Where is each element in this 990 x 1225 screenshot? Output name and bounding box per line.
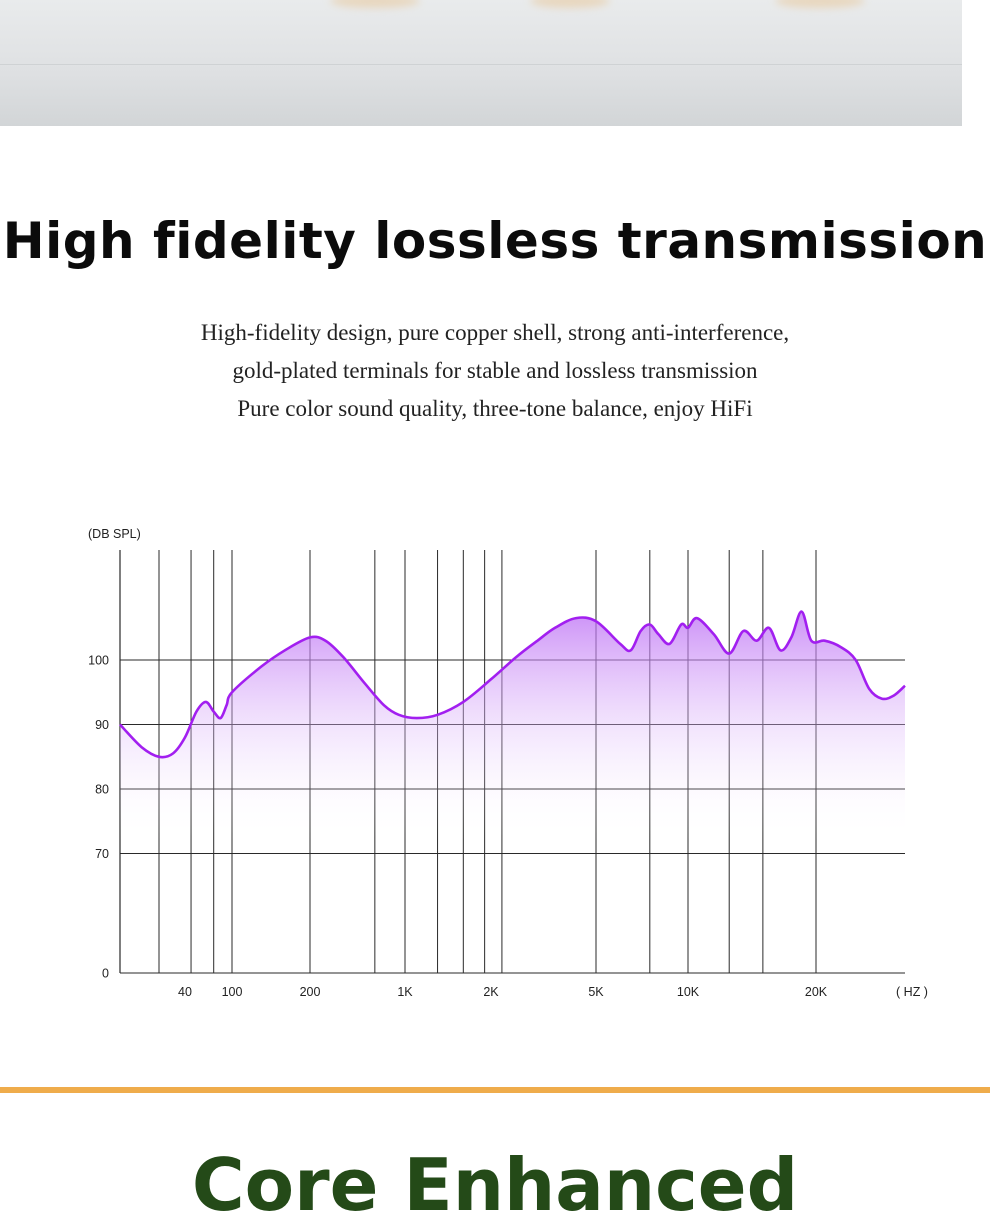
x-tick-label: 5K xyxy=(588,985,604,999)
x-tick-label: 40 xyxy=(178,985,192,999)
section-title: High fidelity lossless transmission xyxy=(2,212,988,270)
x-axis-label: ( HZ ) xyxy=(896,985,928,999)
product-photo-strip xyxy=(0,0,962,126)
y-tick-label: 80 xyxy=(95,783,109,797)
photo-highlight xyxy=(775,0,865,8)
response-curve xyxy=(119,610,906,759)
y-tick-label: 70 xyxy=(95,847,109,861)
x-tick-label: 200 xyxy=(300,985,321,999)
x-tick-label: 10K xyxy=(677,985,700,999)
photo-highlight xyxy=(330,0,420,8)
y-tick-label: 0 xyxy=(102,967,109,981)
next-section-title: Core Enhanced xyxy=(191,1145,799,1225)
x-tick-label: 1K xyxy=(397,985,413,999)
y-axis-label: (DB SPL) xyxy=(88,527,141,541)
description-line: gold-plated terminals for stable and los… xyxy=(232,358,758,383)
photo-highlight xyxy=(530,0,610,8)
y-tick-label: 100 xyxy=(88,654,109,668)
description-line: Pure color sound quality, three-tone bal… xyxy=(237,396,753,421)
frequency-response-chart: (DB SPL) ( HZ ) 100 90 80 70 0 40 100 200 1K 2K 5K… xyxy=(88,527,928,999)
photo-seam xyxy=(0,64,962,65)
section-divider xyxy=(0,1087,990,1093)
x-tick-label: 20K xyxy=(805,985,828,999)
response-area-fill xyxy=(120,611,905,840)
x-tick-label: 2K xyxy=(483,985,499,999)
y-tick-label: 90 xyxy=(95,718,109,732)
section-description: High-fidelity design, pure copper shell,… xyxy=(0,314,990,428)
description-line: High-fidelity design, pure copper shell,… xyxy=(200,320,790,345)
x-tick-label: 100 xyxy=(222,985,243,999)
